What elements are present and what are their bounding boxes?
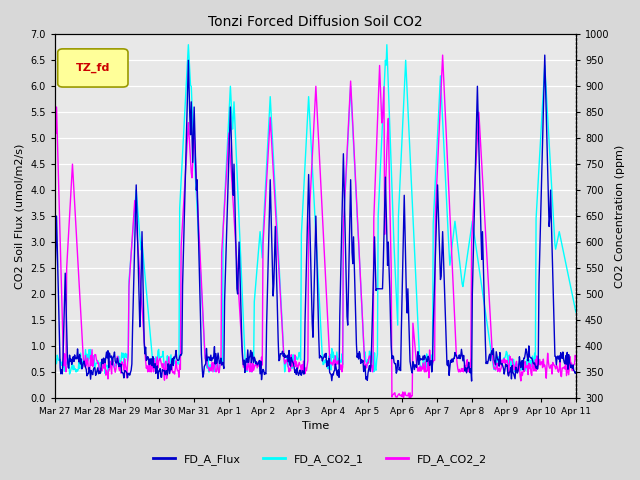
Y-axis label: CO2 Concentration (ppm): CO2 Concentration (ppm) — [615, 144, 625, 288]
Title: Tonzi Forced Diffusion Soil CO2: Tonzi Forced Diffusion Soil CO2 — [208, 15, 423, 29]
Legend: FD_A_Flux, FD_A_CO2_1, FD_A_CO2_2: FD_A_Flux, FD_A_CO2_1, FD_A_CO2_2 — [148, 450, 492, 469]
Y-axis label: CO2 Soil Flux (umol/m2/s): CO2 Soil Flux (umol/m2/s) — [15, 144, 25, 289]
X-axis label: Time: Time — [302, 421, 329, 432]
FancyBboxPatch shape — [58, 49, 128, 87]
Text: TZ_fd: TZ_fd — [76, 63, 110, 73]
